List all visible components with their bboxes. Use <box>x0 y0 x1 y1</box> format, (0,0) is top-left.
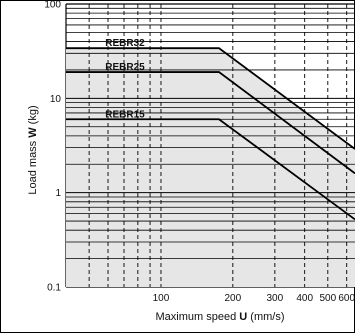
series-label-rebr32: REBR32 <box>105 38 145 49</box>
y-axis-label: Load mass W (kg) <box>27 105 39 194</box>
series-line-rebr25 <box>66 71 355 175</box>
x-tick-label: 500 <box>319 293 336 304</box>
allowable-region-fill <box>66 48 355 287</box>
series-label-rebr25: REBR25 <box>105 62 145 73</box>
x-tick-label: 400 <box>296 293 313 304</box>
series-lines <box>66 47 355 221</box>
x-tick-label: 300 <box>267 293 284 304</box>
series-line-rebr15 <box>66 118 355 221</box>
x-tick-label: 600 <box>338 293 355 304</box>
x-axis-label: Maximum speed U (mm/s) <box>156 311 285 323</box>
y-tick-label: 0.1 <box>47 283 61 294</box>
y-tick-label: 10 <box>50 94 62 105</box>
series-line-rebr32 <box>66 47 355 150</box>
y-tick-label: 100 <box>44 0 61 11</box>
x-tick-label: 100 <box>153 293 170 304</box>
x-tick-label: 200 <box>224 293 241 304</box>
y-tick-label: 1 <box>55 188 61 199</box>
region-fill-path <box>66 48 355 287</box>
series-label-rebr15: REBR15 <box>105 109 145 120</box>
